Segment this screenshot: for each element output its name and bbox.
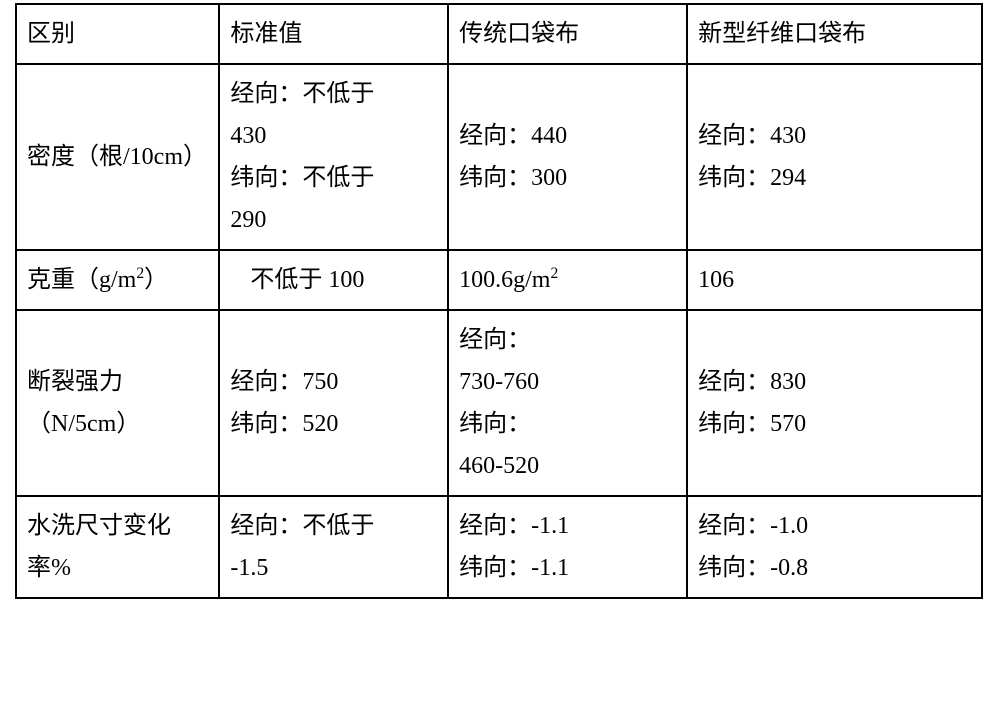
cell-shrinkage-traditional: 经向：-1.1 纬向：-1.1 bbox=[448, 496, 687, 598]
cell-density-newfiber: 经向：430 纬向：294 bbox=[687, 64, 982, 250]
cell-density-traditional: 经向：440 纬向：300 bbox=[448, 64, 687, 250]
comparison-table: 区别 标准值 传统口袋布 新型纤维口袋布 密度（根/10cm） 经向：不低于 4… bbox=[15, 3, 983, 599]
table-row: 克重（g/m2） 不低于 100 100.6g/m2 106 bbox=[16, 250, 982, 310]
cell-weight-label: 克重（g/m2） bbox=[16, 250, 219, 310]
cell-weight-standard: 不低于 100 bbox=[219, 250, 448, 310]
cell-density-standard: 经向：不低于 430 纬向：不低于 290 bbox=[219, 64, 448, 250]
header-col-1: 区别 bbox=[16, 4, 219, 64]
comparison-table-container: 区别 标准值 传统口袋布 新型纤维口袋布 密度（根/10cm） 经向：不低于 4… bbox=[15, 3, 983, 599]
cell-density-label: 密度（根/10cm） bbox=[16, 64, 219, 250]
header-col-4: 新型纤维口袋布 bbox=[687, 4, 982, 64]
table-row: 断裂强力 （N/5cm） 经向：750 纬向：520 经向： 730-760 纬… bbox=[16, 310, 982, 496]
table-row: 密度（根/10cm） 经向：不低于 430 纬向：不低于 290 经向：440 … bbox=[16, 64, 982, 250]
cell-strength-standard: 经向：750 纬向：520 bbox=[219, 310, 448, 496]
table-row: 水洗尺寸变化 率% 经向：不低于 -1.5 经向：-1.1 纬向：-1.1 经向… bbox=[16, 496, 982, 598]
cell-strength-newfiber: 经向：830 纬向：570 bbox=[687, 310, 982, 496]
header-col-2: 标准值 bbox=[219, 4, 448, 64]
cell-shrinkage-standard: 经向：不低于 -1.5 bbox=[219, 496, 448, 598]
cell-strength-traditional: 经向： 730-760 纬向： 460-520 bbox=[448, 310, 687, 496]
cell-strength-label: 断裂强力 （N/5cm） bbox=[16, 310, 219, 496]
cell-weight-newfiber: 106 bbox=[687, 250, 982, 310]
table-header-row: 区别 标准值 传统口袋布 新型纤维口袋布 bbox=[16, 4, 982, 64]
cell-shrinkage-newfiber: 经向：-1.0 纬向：-0.8 bbox=[687, 496, 982, 598]
cell-weight-traditional: 100.6g/m2 bbox=[448, 250, 687, 310]
header-col-3: 传统口袋布 bbox=[448, 4, 687, 64]
cell-shrinkage-label: 水洗尺寸变化 率% bbox=[16, 496, 219, 598]
